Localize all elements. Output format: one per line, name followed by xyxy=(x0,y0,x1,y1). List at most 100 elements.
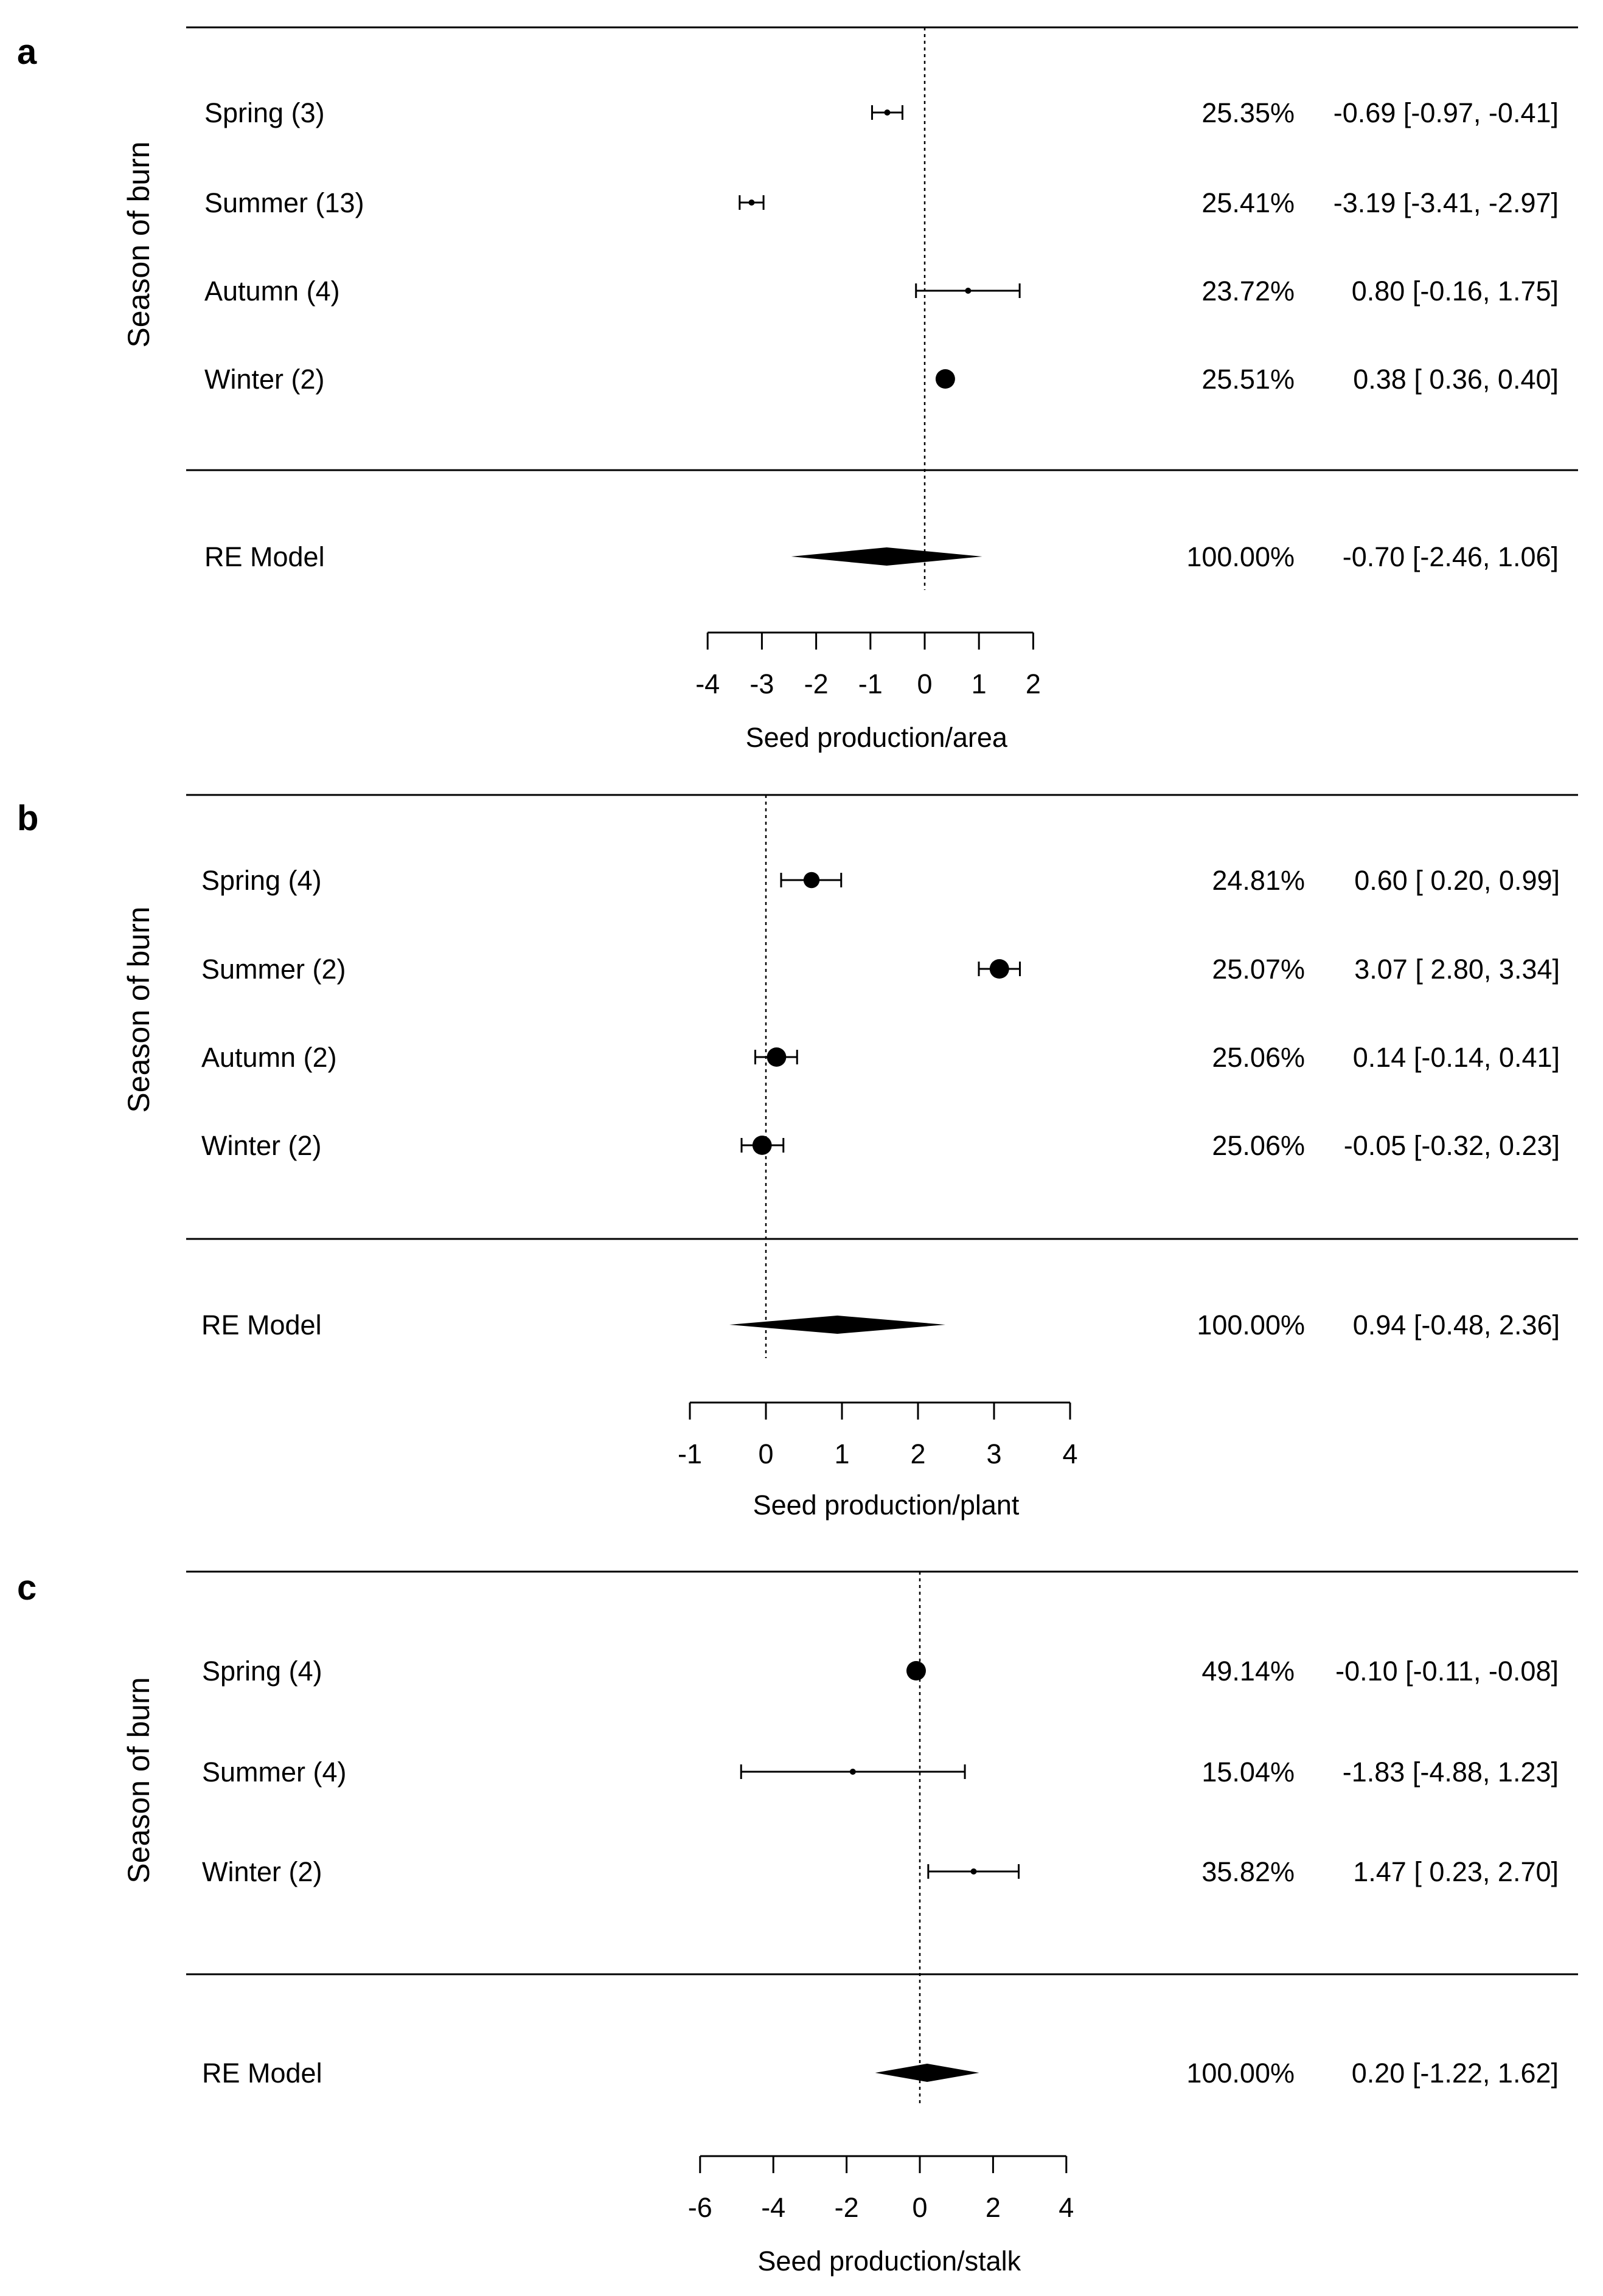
summary-ci: 0.20 [-1.22, 1.62] xyxy=(1352,2058,1559,2089)
x-axis-label: Seed production/stalk xyxy=(757,2246,1021,2277)
x-axis: -4 -3 -2 -1 0 1 2 Seed production/area xyxy=(695,631,1041,753)
study-label: Winter (2) xyxy=(202,1856,322,1887)
study-label: Autumn (4) xyxy=(204,276,340,307)
ci-value: 0.60 [ 0.20, 0.99] xyxy=(1354,865,1560,896)
panel-letter: b xyxy=(17,799,38,838)
study-row: Autumn (2) 25.06% 0.14 [-0.14, 0.41] xyxy=(201,1042,1560,1073)
ci-value: 0.14 [-0.14, 0.41] xyxy=(1353,1042,1560,1073)
x-axis: -1 0 1 2 3 4 Seed production/plant xyxy=(678,1401,1078,1521)
study-label: Spring (3) xyxy=(204,97,325,128)
forest-panel-a: a Season of burn Spring (3) 25.35% -0.69 [-0… xyxy=(17,26,1578,753)
x-tick-label: -3 xyxy=(749,668,774,699)
y-axis-label: Season of burn xyxy=(122,906,156,1112)
summary-weight: 100.00% xyxy=(1186,541,1295,572)
study-row: Winter (2) 35.82% 1.47 [ 0.23, 2.70] xyxy=(202,1856,1559,1887)
study-row: Spring (4) 24.81% 0.60 [ 0.20, 0.99] xyxy=(201,865,1560,896)
study-label: Spring (4) xyxy=(201,865,322,896)
summary-ci: -0.70 [-2.46, 1.06] xyxy=(1343,541,1559,572)
x-axis-label: Seed production/plant xyxy=(753,1490,1020,1521)
study-label: Winter (2) xyxy=(204,364,325,395)
ci-value: -3.19 [-3.41, -2.97] xyxy=(1334,187,1559,218)
point-estimate xyxy=(935,369,955,389)
x-tick-label: 0 xyxy=(912,2192,927,2223)
study-label: Summer (2) xyxy=(201,954,346,985)
study-row: Summer (13) 25.41% -3.19 [-3.41, -2.97] xyxy=(204,187,1559,218)
summary-label: RE Model xyxy=(201,1309,322,1340)
weight-value: 25.41% xyxy=(1201,187,1295,218)
summary-ci: 0.94 [-0.48, 2.36] xyxy=(1353,1309,1560,1340)
point-estimate xyxy=(767,1047,787,1067)
weight-value: 24.81% xyxy=(1212,865,1305,896)
weight-value: 25.06% xyxy=(1212,1130,1305,1161)
study-row: Spring (4) 49.14% -0.10 [-0.11, -0.08] xyxy=(202,1656,1559,1687)
weight-value: 35.82% xyxy=(1201,1856,1295,1887)
x-tick-label: 0 xyxy=(917,668,932,699)
x-tick-label: 2 xyxy=(910,1438,925,1469)
x-tick-label: -4 xyxy=(695,668,720,699)
x-tick-label: 4 xyxy=(1059,2192,1074,2223)
x-tick-label: 4 xyxy=(1062,1438,1077,1469)
x-tick-label: 0 xyxy=(758,1438,773,1469)
x-tick-label: 2 xyxy=(986,2192,1001,2223)
weight-value: 49.14% xyxy=(1201,1656,1295,1687)
ci-value: 1.47 [ 0.23, 2.70] xyxy=(1353,1856,1559,1887)
study-row: Autumn (4) 23.72% 0.80 [-0.16, 1.75] xyxy=(204,276,1559,307)
study-label: Spring (4) xyxy=(202,1656,322,1687)
ci-value: 3.07 [ 2.80, 3.34] xyxy=(1354,954,1560,985)
weight-value: 25.06% xyxy=(1212,1042,1305,1073)
study-label: Winter (2) xyxy=(201,1130,322,1161)
point-estimate xyxy=(849,1769,856,1775)
summary-row: RE Model 100.00% -0.70 [-2.46, 1.06] xyxy=(204,541,1559,572)
weight-value: 23.72% xyxy=(1201,276,1295,307)
ci-value: -0.05 [-0.32, 0.23] xyxy=(1344,1130,1560,1161)
ci-value: 0.38 [ 0.36, 0.40] xyxy=(1353,364,1559,395)
summary-diamond xyxy=(729,1316,945,1334)
x-tick-label: -6 xyxy=(688,2192,712,2223)
x-tick-label: -1 xyxy=(678,1438,702,1469)
summary-diamond xyxy=(875,2064,979,2082)
panel-letter: c xyxy=(17,1568,37,1608)
x-tick-label: -4 xyxy=(761,2192,785,2223)
study-label: Summer (4) xyxy=(202,1757,347,1788)
ci-value: 0.80 [-0.16, 1.75] xyxy=(1352,276,1559,307)
study-row: Summer (2) 25.07% 3.07 [ 2.80, 3.34] xyxy=(201,954,1560,985)
x-tick-label: 3 xyxy=(986,1438,1001,1469)
point-estimate xyxy=(884,109,891,116)
x-tick-label: -1 xyxy=(858,668,883,699)
summary-weight: 100.00% xyxy=(1186,2058,1295,2089)
x-tick-label: 1 xyxy=(834,1438,849,1469)
point-estimate xyxy=(989,959,1009,979)
study-row: Spring (3) 25.35% -0.69 [-0.97, -0.41] xyxy=(204,97,1559,128)
x-tick-label: 2 xyxy=(1026,668,1041,699)
summary-weight: 100.00% xyxy=(1197,1309,1305,1340)
point-estimate xyxy=(748,199,755,206)
study-label: Summer (13) xyxy=(204,187,364,218)
summary-label: RE Model xyxy=(202,2058,322,2089)
forest-panel-c: c Season of burn Spring (4) 49.14% -0.10 [-0… xyxy=(17,1568,1578,2277)
point-estimate xyxy=(752,1136,772,1155)
point-estimate xyxy=(803,872,820,889)
study-label: Autumn (2) xyxy=(201,1042,337,1073)
weight-value: 25.35% xyxy=(1201,97,1295,128)
ci-value: -1.83 [-4.88, 1.23] xyxy=(1343,1757,1559,1788)
y-axis-label: Season of burn xyxy=(122,141,156,347)
weight-value: 15.04% xyxy=(1201,1757,1295,1788)
x-axis-label: Seed production/area xyxy=(746,722,1008,753)
point-estimate xyxy=(965,288,972,294)
x-tick-label: -2 xyxy=(835,2192,859,2223)
ci-value: -0.69 [-0.97, -0.41] xyxy=(1334,97,1559,128)
point-estimate xyxy=(906,1661,926,1680)
summary-row: RE Model 100.00% 0.20 [-1.22, 1.62] xyxy=(202,2058,1559,2089)
x-axis: -6 -4 -2 0 2 4 Seed production/stalk xyxy=(688,2155,1074,2277)
y-axis-label: Season of burn xyxy=(122,1677,156,1883)
panel-letter: a xyxy=(17,32,37,72)
weight-value: 25.07% xyxy=(1212,954,1305,985)
weight-value: 25.51% xyxy=(1201,364,1295,395)
summary-diamond xyxy=(791,547,982,566)
study-row: Summer (4) 15.04% -1.83 [-4.88, 1.23] xyxy=(202,1757,1559,1788)
x-tick-label: -2 xyxy=(804,668,829,699)
study-row: Winter (2) 25.51% 0.38 [ 0.36, 0.40] xyxy=(204,364,1559,395)
ci-value: -0.10 [-0.11, -0.08] xyxy=(1335,1656,1559,1687)
study-row: Winter (2) 25.06% -0.05 [-0.32, 0.23] xyxy=(201,1130,1560,1161)
